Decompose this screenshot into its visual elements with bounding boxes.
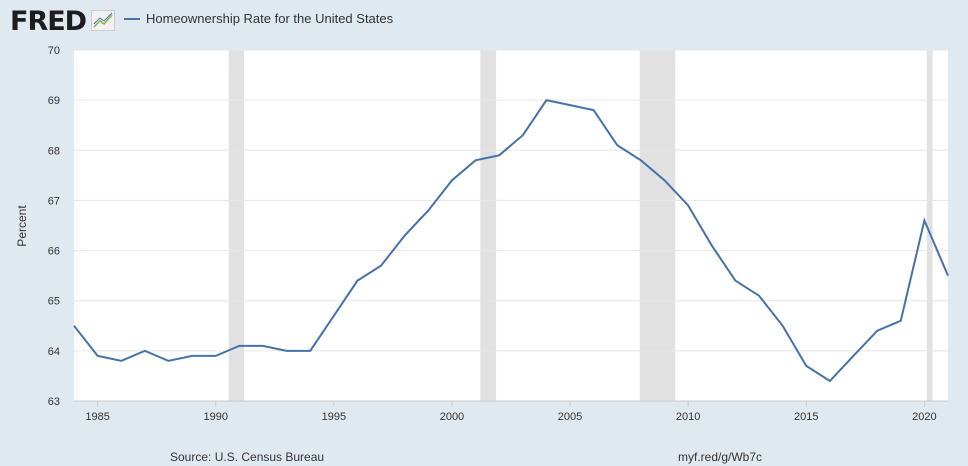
x-tick-label: 1995 <box>322 411 346 423</box>
y-tick-label: 67 <box>48 195 60 207</box>
x-tick-label: 2020 <box>912 411 936 423</box>
legend: Homeownership Rate for the United States <box>124 11 393 26</box>
y-tick-label: 69 <box>48 95 60 107</box>
fred-logo[interactable]: FRED <box>10 6 87 37</box>
y-tick-label: 66 <box>48 246 60 258</box>
y-tick-label: 70 <box>48 45 60 57</box>
y-axis-label: Percent <box>15 205 29 247</box>
x-tick-label: 2005 <box>558 411 582 423</box>
y-tick-label: 65 <box>48 296 60 308</box>
x-tick-label: 1990 <box>203 411 227 423</box>
recession-band <box>228 50 245 401</box>
chart-logo-icon <box>91 10 115 31</box>
legend-label: Homeownership Rate for the United States <box>146 11 394 26</box>
y-tick-label: 64 <box>48 346 60 358</box>
series-line <box>73 99 949 383</box>
recession-band <box>480 50 497 401</box>
short-link[interactable]: myf.red/g/Wb7c <box>678 450 763 464</box>
legend-swatch <box>124 17 140 20</box>
recession-band <box>926 50 933 401</box>
plot-area <box>74 50 948 401</box>
x-tick-label: 2015 <box>794 411 818 423</box>
x-tick-label: 2010 <box>676 411 700 423</box>
recession-band <box>639 50 676 401</box>
x-tick-label: 1985 <box>85 411 109 423</box>
x-tick-label: 2000 <box>440 411 464 423</box>
y-tick-label: 63 <box>48 396 60 408</box>
y-tick-label: 68 <box>48 145 60 157</box>
source-text: Source: U.S. Census Bureau <box>170 450 325 464</box>
